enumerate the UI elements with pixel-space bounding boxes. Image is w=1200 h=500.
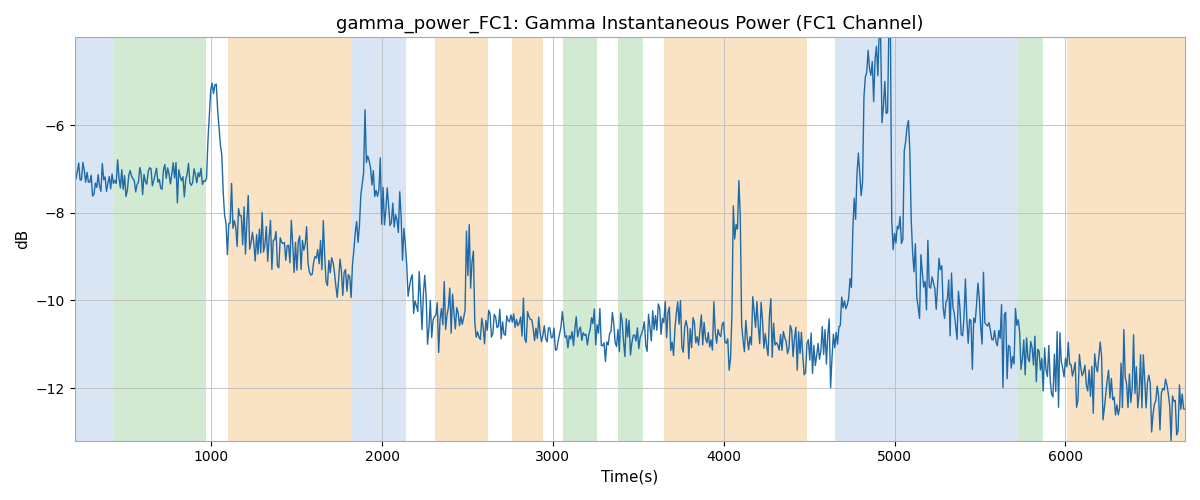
Bar [563,38,598,440]
Bar [228,38,352,440]
Title: gamma_power_FC1: Gamma Instantaneous Power (FC1 Channel): gamma_power_FC1: Gamma Instantaneous Pow… [336,15,924,34]
Y-axis label: dB: dB [14,229,30,249]
Bar [512,38,542,440]
Bar [1018,38,1043,440]
Bar [618,38,643,440]
Bar [664,38,808,440]
Bar [835,38,1018,440]
Bar [352,38,406,440]
Bar [114,38,206,440]
Bar [74,38,114,440]
X-axis label: Time(s): Time(s) [601,470,659,485]
Bar [1067,38,1186,440]
Bar [436,38,488,440]
